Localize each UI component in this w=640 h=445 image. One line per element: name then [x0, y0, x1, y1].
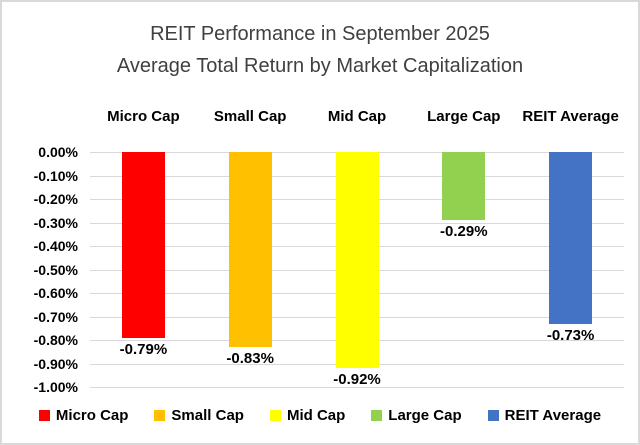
bar-large-cap [442, 152, 486, 221]
y-axis-tick-label: -0.20% [33, 191, 78, 207]
gridline [90, 387, 624, 388]
y-axis-tick-label: -0.90% [33, 355, 78, 372]
y-axis-tick-label: -0.40% [33, 238, 78, 254]
legend-label: Mid Cap [286, 407, 346, 424]
legend-item-small-cap: Small Cap [154, 407, 244, 424]
plot-area: -0.79% -0.83% -0.92% -0.29% -0.73% [90, 152, 624, 389]
category-label-large-cap: Large Cap [427, 108, 501, 125]
y-axis-tick-label: -0.80% [33, 332, 78, 348]
y-axis-tick-label: -0.10% [33, 167, 78, 184]
legend-label: REIT Average [504, 407, 602, 424]
chart-title-line1: REIT Performance in September 2025 [150, 23, 490, 45]
y-axis-tick-label: -0.60% [33, 285, 78, 301]
legend-item-large-cap: Large Cap [371, 407, 462, 424]
legend-item-mid-cap: Mid Cap [269, 407, 346, 424]
legend-label: Large Cap [388, 407, 462, 424]
chart-title-line2: Average Total Return by Market Capitaliz… [116, 55, 524, 77]
legend-swatch-icon [487, 410, 499, 421]
legend-swatch-icon [269, 410, 281, 421]
chart-title: REIT Performance in September 2025 Avera… [2, 18, 638, 82]
legend-item-micro-cap: Micro Cap [38, 407, 129, 424]
category-label-micro-cap: Micro Cap [107, 108, 180, 125]
bar-micro-cap [121, 152, 165, 338]
y-axis-tick-label: -0.50% [33, 261, 78, 278]
data-label-reit-average: -0.73% [546, 326, 595, 344]
bar-small-cap [228, 152, 272, 348]
category-label-mid-cap: Mid Cap [327, 108, 387, 125]
y-axis-tick-label: -1.00% [33, 379, 78, 395]
data-label-micro-cap: -0.79% [119, 340, 168, 358]
legend: Micro Cap Small Cap Mid Cap Large Cap REIT A… [2, 407, 638, 424]
y-axis-tick-label: -0.30% [33, 214, 78, 231]
category-label-small-cap: Small Cap [213, 108, 287, 125]
data-label-mid-cap: -0.92% [333, 371, 381, 389]
legend-swatch-icon [371, 410, 383, 421]
y-axis-tick-label: 0.00% [38, 144, 78, 160]
bar-reit-average [549, 152, 593, 324]
legend-item-reit-average: REIT Average [487, 407, 602, 424]
data-label-large-cap: -0.29% [440, 223, 488, 241]
category-label-reit-average: REIT Average [522, 108, 619, 125]
legend-swatch-icon [154, 410, 166, 421]
legend-label: Small Cap [171, 407, 244, 424]
legend-swatch-icon [38, 410, 50, 421]
y-axis-tick-label: -0.70% [33, 308, 78, 325]
bar-mid-cap [335, 152, 379, 369]
legend-label: Micro Cap [55, 407, 129, 424]
data-label-small-cap: -0.83% [226, 350, 274, 368]
